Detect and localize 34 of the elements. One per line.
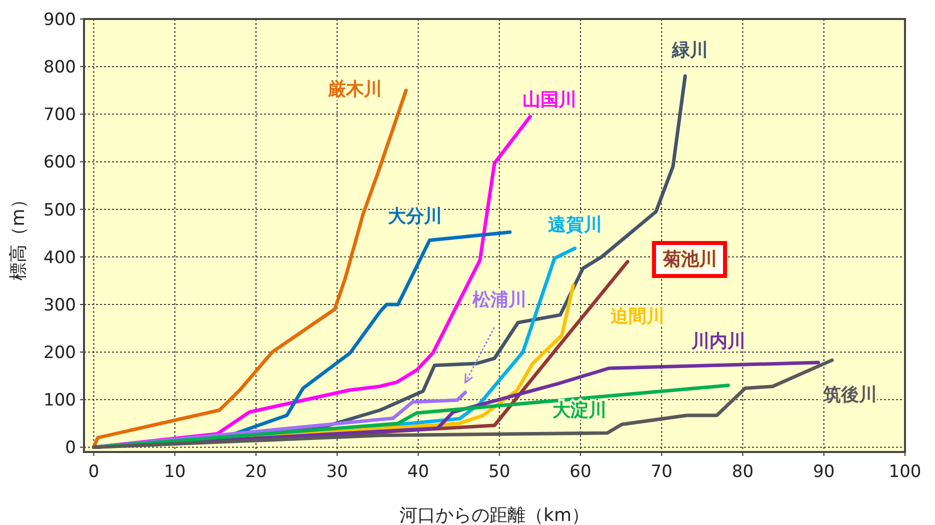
y-tick-label: 700	[44, 105, 76, 126]
x-tick-label: 20	[245, 462, 267, 482]
y-axis-title: 標高（m）	[8, 190, 29, 280]
series-label: 筑後川	[822, 384, 877, 406]
x-tick-label: 30	[326, 462, 348, 482]
x-tick-label: 50	[488, 462, 510, 482]
text: 松浦川	[471, 289, 526, 310]
series-label: 遠賀川	[548, 214, 602, 236]
x-tick-label: 40	[407, 462, 430, 482]
x-tick-label: 60	[570, 462, 592, 482]
x-tick-label: 90	[813, 462, 835, 482]
x-axis-title: 河口からの距離（km）	[400, 505, 590, 525]
y-tick-label: 900	[44, 10, 76, 30]
text: 迫間川	[609, 306, 664, 328]
x-tick-label: 0	[88, 462, 100, 482]
x-tick-label: 70	[650, 462, 672, 482]
series-label: 厳木川	[326, 79, 382, 100]
y-tick-label: 300	[44, 295, 76, 316]
series-label: 大分川	[386, 206, 442, 228]
series-label: 大淀川	[552, 400, 607, 421]
y-tick-label: 800	[44, 58, 76, 78]
y-tick-label: 500	[44, 200, 76, 220]
series-label: 川内川	[690, 330, 746, 352]
x-tick-label: 100	[888, 462, 922, 482]
y-tick-label: 200	[44, 343, 76, 364]
y-tick-label: 600	[44, 152, 76, 173]
y-tick-label: 0	[65, 438, 76, 458]
series-label: 山国川	[522, 90, 577, 111]
series-label: 菊池川	[662, 249, 718, 270]
y-tick-label: 100	[44, 390, 76, 411]
series-label: 緑川	[671, 40, 708, 62]
y-tick-label: 400	[44, 248, 76, 268]
x-tick-label: 10	[164, 462, 186, 482]
x-tick-label: 80	[732, 462, 754, 482]
